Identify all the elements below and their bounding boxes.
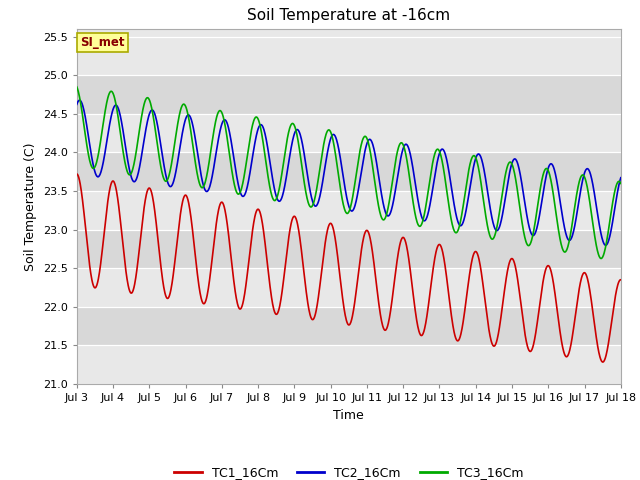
Bar <box>77 152 621 191</box>
Bar <box>77 307 621 346</box>
Bar <box>77 75 621 114</box>
Title: Soil Temperature at -16cm: Soil Temperature at -16cm <box>247 9 451 24</box>
Bar <box>77 114 621 152</box>
Bar <box>77 346 621 384</box>
Legend: TC1_16Cm, TC2_16Cm, TC3_16Cm: TC1_16Cm, TC2_16Cm, TC3_16Cm <box>169 461 529 480</box>
Text: SI_met: SI_met <box>81 36 125 49</box>
Y-axis label: Soil Temperature (C): Soil Temperature (C) <box>24 142 37 271</box>
Bar <box>77 268 621 307</box>
Bar <box>77 36 621 75</box>
X-axis label: Time: Time <box>333 408 364 421</box>
Bar <box>77 191 621 229</box>
Bar <box>77 229 621 268</box>
